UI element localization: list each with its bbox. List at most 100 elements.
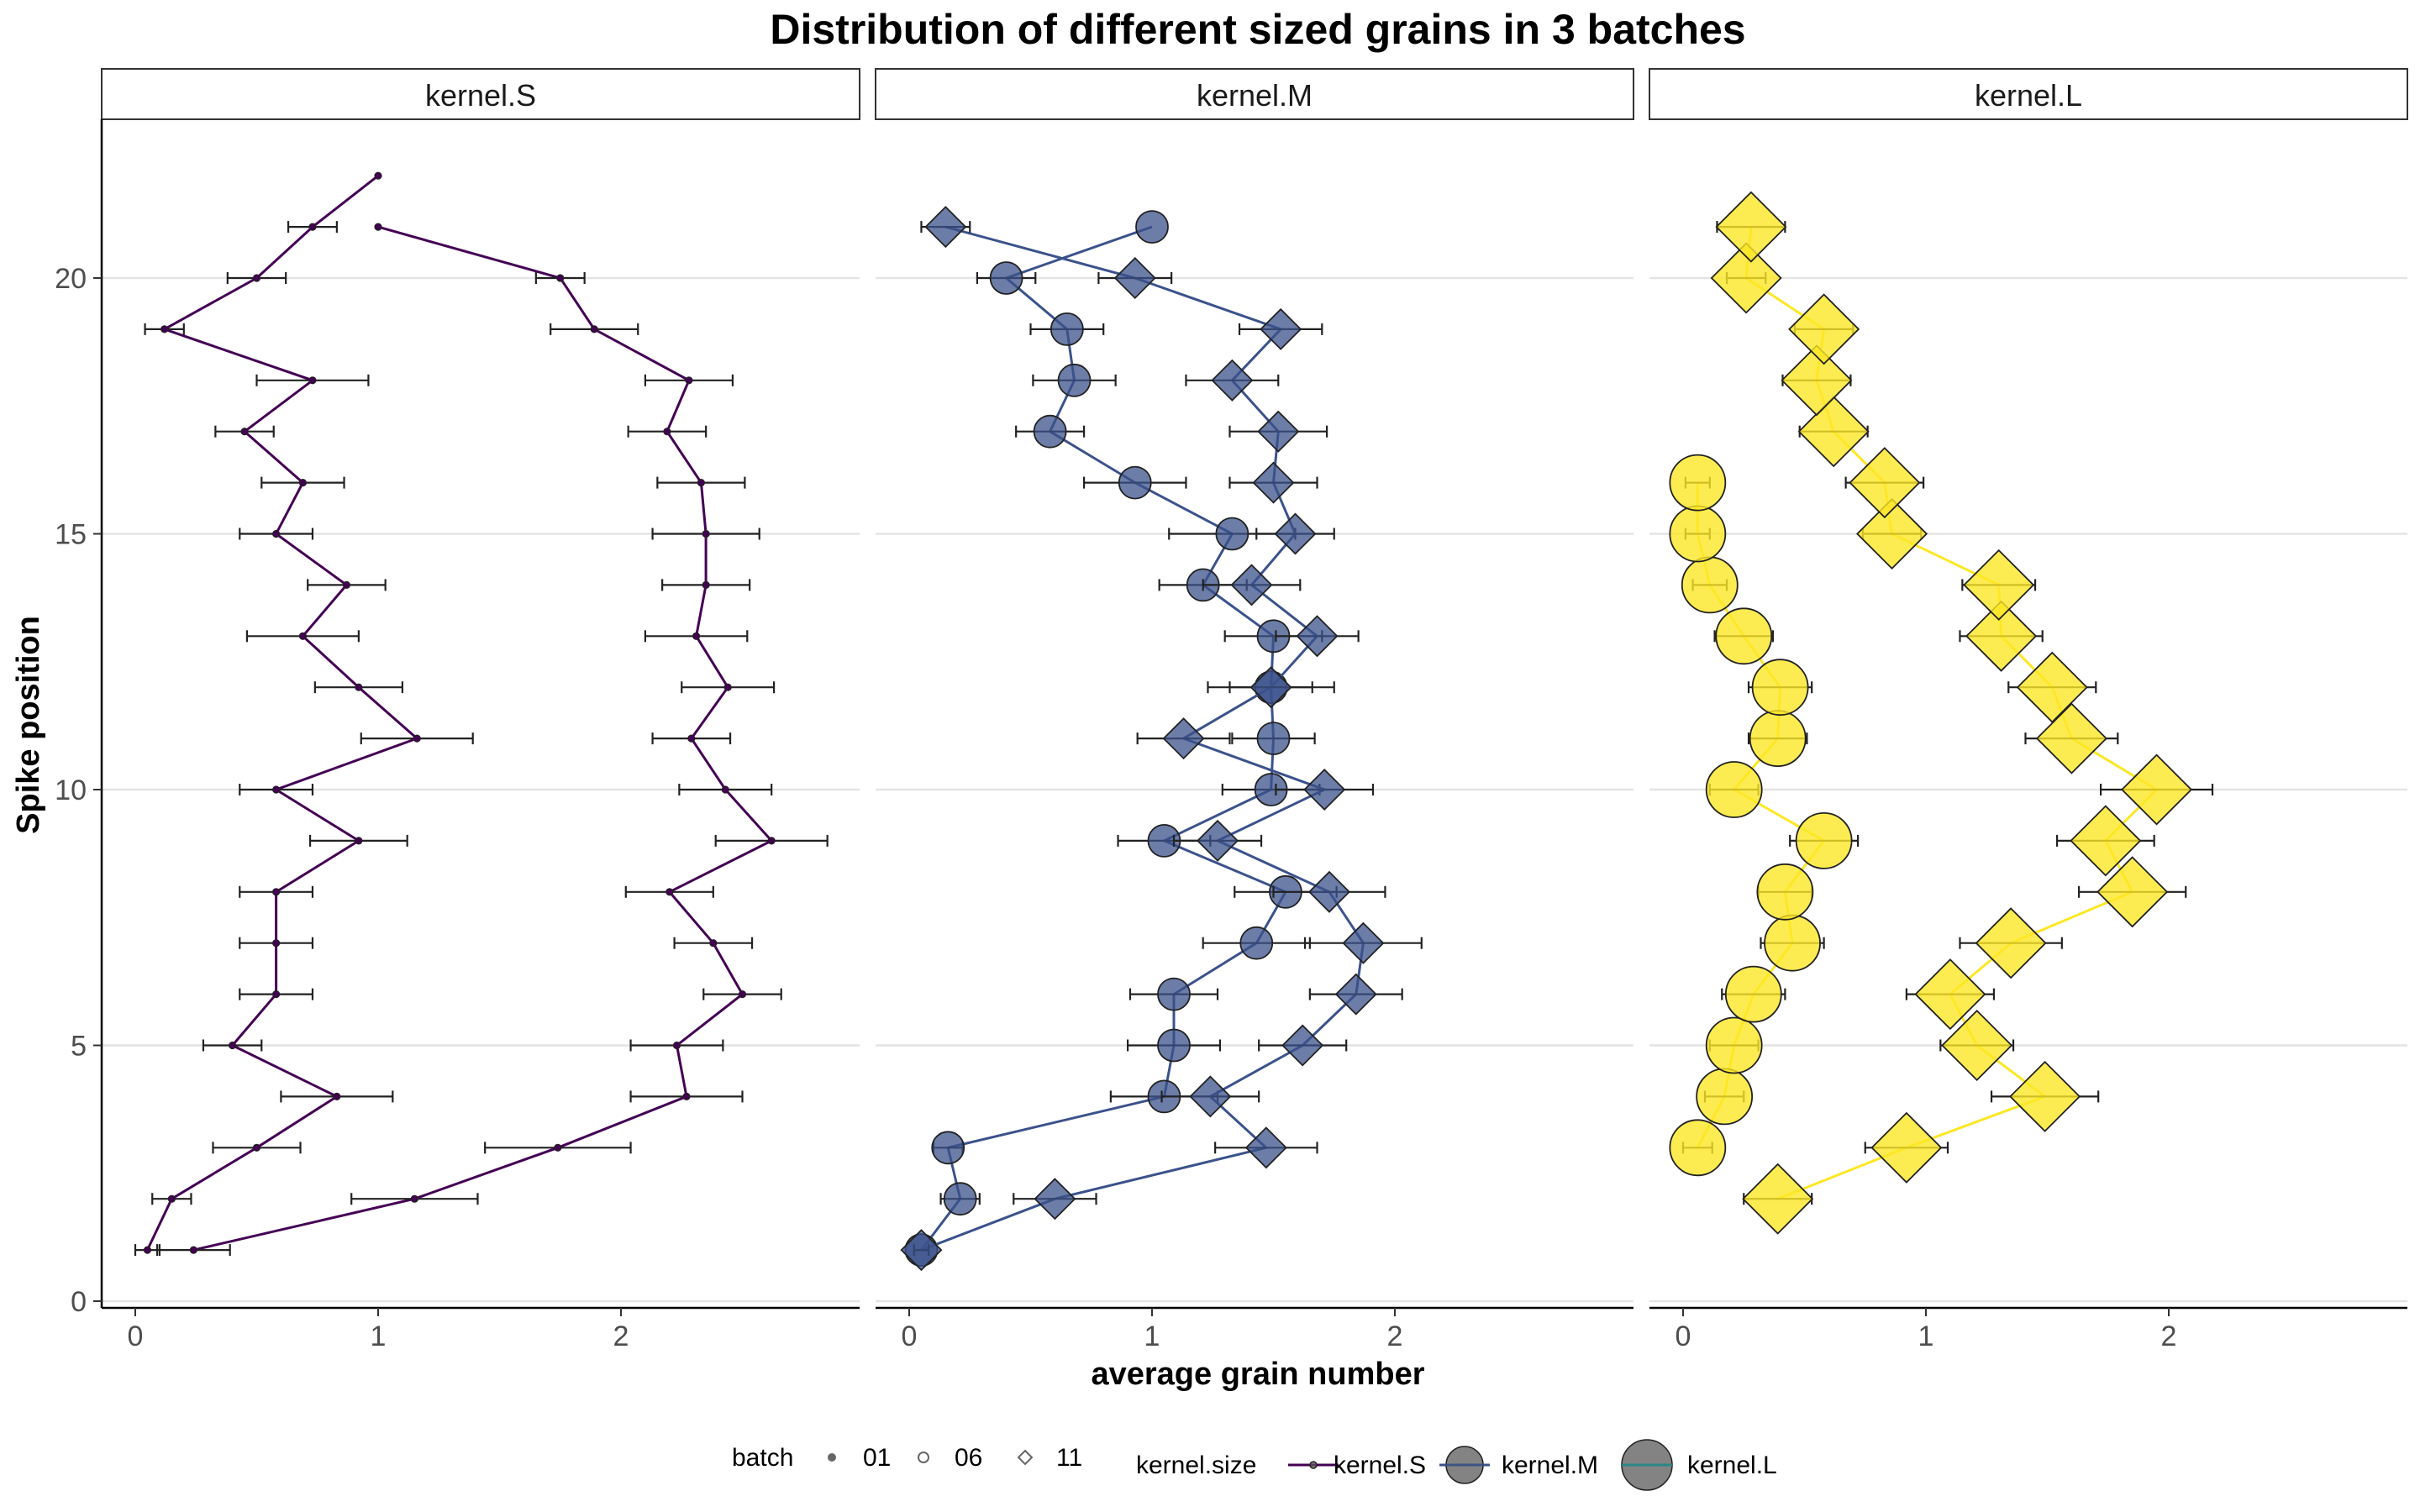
x-tick-label: 1	[1918, 1320, 1934, 1352]
data-point	[1197, 819, 1239, 862]
y-tick-label: 5	[71, 1031, 87, 1063]
legend-batch-title: batch	[732, 1444, 793, 1472]
x-axis-title: average grain number	[1091, 1357, 1424, 1392]
data-point	[723, 683, 732, 691]
x-tick-label: 1	[1144, 1320, 1160, 1352]
facet-strip-label: kernel.L	[1975, 78, 2082, 113]
data-point	[702, 529, 710, 538]
data-point	[1715, 607, 1773, 665]
data-point	[167, 1194, 176, 1203]
legend-key-point	[1309, 1461, 1318, 1469]
data-point	[272, 888, 281, 896]
data-point	[900, 1229, 943, 1272]
data-point	[1781, 344, 1853, 417]
data-point	[1034, 1178, 1076, 1221]
data-point	[1870, 1111, 1943, 1184]
data-point	[1281, 1024, 1324, 1067]
facet-strip	[101, 68, 860, 120]
data-point	[1244, 1126, 1287, 1169]
y-tick-label: 0	[71, 1286, 87, 1318]
data-point	[556, 274, 565, 282]
data-point	[1162, 717, 1205, 760]
x-tick-label: 0	[128, 1320, 144, 1352]
data-point	[189, 1246, 197, 1254]
data-point	[1705, 761, 1763, 818]
data-point	[1742, 1163, 1814, 1235]
chart-title: Distribution of different sized grains i…	[770, 6, 1745, 53]
data-point	[1239, 926, 1274, 960]
data-point	[2016, 651, 2088, 723]
data-point	[355, 683, 363, 691]
series-batch-06	[155, 223, 829, 1257]
data-point	[374, 171, 382, 180]
data-point	[1189, 1075, 1232, 1118]
data-point	[413, 734, 421, 743]
data-point	[682, 1092, 691, 1101]
data-point	[308, 376, 317, 385]
data-point	[1724, 965, 1782, 1023]
data-point	[1710, 242, 1782, 314]
data-point	[2121, 753, 2193, 826]
series-batch-06	[1669, 454, 1860, 1177]
data-point	[1135, 210, 1169, 244]
series-batch-01	[134, 171, 474, 1257]
legend-size-label: kernel.L	[1687, 1452, 1777, 1479]
data-point	[1941, 1009, 2013, 1082]
data-point	[1963, 549, 2035, 621]
data-point	[1669, 454, 1727, 512]
series-batch-11	[1710, 191, 2214, 1235]
series-batch-06	[904, 210, 1338, 1267]
data-point	[1715, 191, 1787, 263]
facet-strip-label: kernel.M	[1197, 78, 1313, 113]
data-point	[1157, 1028, 1191, 1063]
data-point	[943, 1182, 977, 1216]
legend: batch 01 06 11 kernel.size kernel.S kernel.M ke…	[732, 1439, 1777, 1491]
legend-batch-label: 11	[1056, 1444, 1082, 1472]
data-point	[1215, 517, 1249, 551]
data-point	[272, 529, 281, 538]
data-point	[1856, 497, 1928, 570]
data-point	[697, 478, 705, 487]
data-point	[1157, 977, 1191, 1011]
x-tick-label: 0	[902, 1320, 918, 1352]
x-tick-label: 2	[1387, 1320, 1403, 1352]
y-tick-label: 15	[55, 519, 87, 551]
data-point	[229, 1041, 237, 1050]
data-point	[687, 734, 696, 743]
x-tick-label: 1	[371, 1320, 387, 1352]
data-point	[1669, 1119, 1727, 1177]
data-point	[767, 837, 776, 845]
panel-kernel-L: kernel.L 0 1 2	[1649, 68, 2408, 1352]
data-point	[272, 939, 281, 948]
data-point	[672, 1041, 681, 1050]
data-point	[692, 632, 701, 640]
data-point	[374, 223, 382, 231]
data-point	[1705, 1016, 1763, 1074]
data-point	[1118, 465, 1152, 500]
legend-key-circle	[828, 1453, 836, 1462]
data-point	[298, 632, 308, 640]
data-point	[666, 888, 674, 896]
data-point	[663, 428, 671, 436]
data-point	[738, 990, 747, 999]
panel-kernel-M: kernel.M 0 1 2	[875, 68, 1634, 1352]
data-point	[1696, 1068, 1754, 1126]
data-point	[1256, 722, 1291, 755]
data-point	[1334, 973, 1377, 1016]
data-point	[1756, 863, 1814, 921]
data-point	[1303, 768, 1346, 811]
data-point	[1965, 600, 2038, 672]
data-point	[1749, 710, 1807, 767]
data-point	[1681, 556, 1739, 614]
data-point	[1764, 914, 1821, 972]
data-point	[989, 261, 1023, 295]
data-point	[2096, 856, 2169, 928]
x-tick-label: 2	[2161, 1320, 2177, 1352]
data-point	[1914, 958, 1986, 1031]
legend-key-diamond	[1017, 1449, 1034, 1466]
series-batch-11	[900, 206, 1423, 1272]
legend-batch-label: 01	[863, 1444, 891, 1472]
data-point	[1342, 921, 1385, 964]
